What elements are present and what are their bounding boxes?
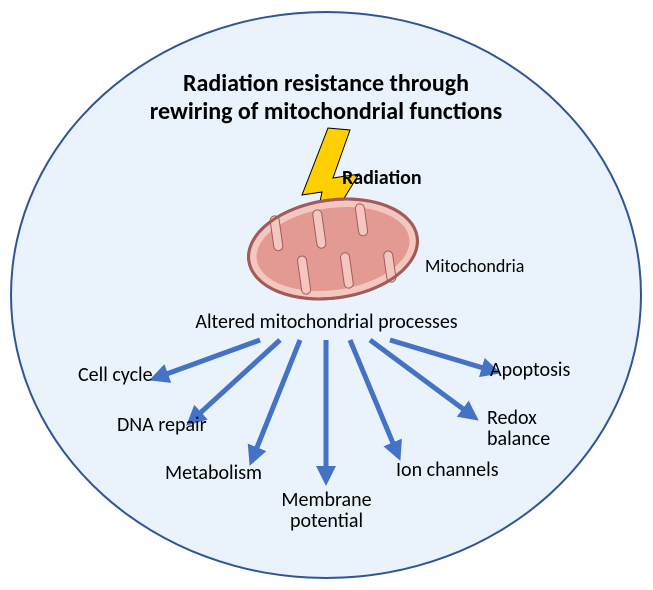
- diagram-stage: Radiation resistance through rewiring of…: [0, 0, 653, 590]
- mitochondrion-icon: [242, 189, 424, 310]
- process-label: Ion channels: [396, 460, 499, 481]
- mitochondria-label: Mitochondria: [425, 255, 524, 277]
- arrow: [190, 340, 280, 422]
- process-label: Apoptosis: [490, 360, 570, 381]
- process-label: Cell cycle: [78, 365, 153, 386]
- process-label: DNA repair: [117, 415, 207, 436]
- radiation-label: Radiation: [342, 166, 422, 190]
- process-label: Metabolism: [165, 463, 262, 484]
- process-label: Redoxbalance: [487, 408, 550, 450]
- central-label: Altered mitochondrial processes: [0, 310, 653, 334]
- process-label: Membranepotential: [0, 490, 653, 532]
